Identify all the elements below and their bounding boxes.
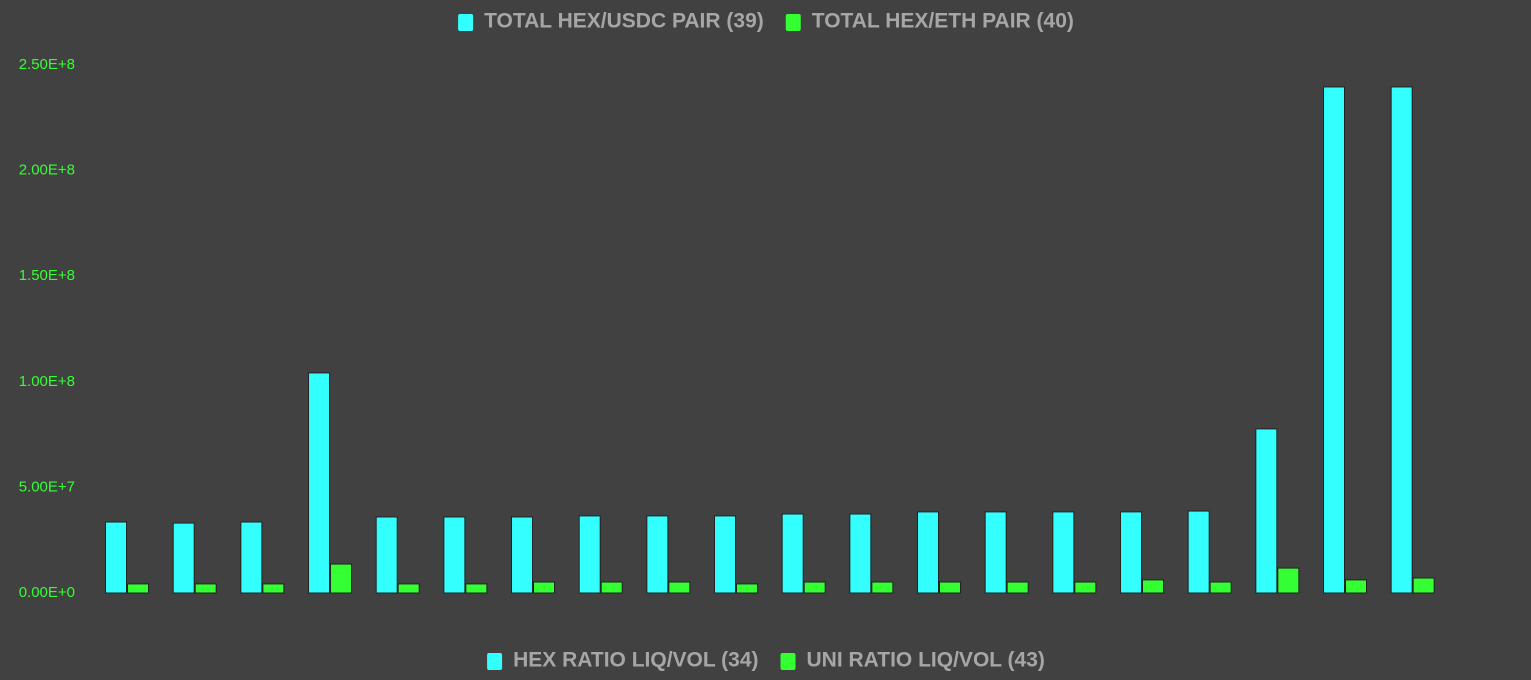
y-tick-label: 1.50E+8 xyxy=(19,267,75,284)
legend-swatch xyxy=(780,653,796,670)
y-tick-label: 2.50E+8 xyxy=(19,56,75,73)
bar xyxy=(668,581,691,594)
bar xyxy=(105,521,128,594)
bar xyxy=(172,522,195,594)
y-tick-label: 1.00E+8 xyxy=(19,373,75,390)
bar xyxy=(308,372,331,594)
bar xyxy=(262,583,285,594)
bar xyxy=(1412,577,1435,594)
legend-label: HEX RATIO LIQ/VOL (34) xyxy=(513,649,758,672)
y-tick-label: 2.00E+8 xyxy=(19,162,75,179)
bar xyxy=(443,516,466,594)
y-tick-label: 5.00E+7 xyxy=(19,478,75,495)
legend-label: TOTAL HEX/ETH PAIR (40) xyxy=(812,10,1074,33)
bar xyxy=(397,583,420,594)
bar xyxy=(849,513,872,594)
bar xyxy=(736,583,759,594)
legend-label: TOTAL HEX/USDC PAIR (39) xyxy=(484,10,764,33)
bar xyxy=(1345,579,1368,594)
bar xyxy=(1006,581,1029,594)
bar xyxy=(1142,579,1165,594)
bar xyxy=(1052,511,1075,594)
bar xyxy=(465,583,488,594)
bar xyxy=(240,521,263,594)
bar xyxy=(511,516,534,594)
bar xyxy=(375,516,398,594)
bar xyxy=(939,581,962,594)
bar xyxy=(871,581,894,594)
legend-swatch xyxy=(785,14,801,31)
bar xyxy=(781,513,804,594)
bar xyxy=(533,581,556,594)
bar xyxy=(1323,86,1346,594)
bar xyxy=(1390,86,1413,594)
legend-label: UNI RATIO LIQ/VOL (43) xyxy=(807,649,1045,672)
bar xyxy=(194,583,217,594)
legend-swatch xyxy=(487,653,503,670)
bar xyxy=(984,511,1007,594)
bar xyxy=(1120,511,1143,594)
bar xyxy=(1074,581,1097,594)
bar xyxy=(330,563,353,594)
bar xyxy=(600,581,623,594)
bar xyxy=(646,515,669,594)
bar xyxy=(1209,581,1232,594)
bar xyxy=(1277,567,1300,594)
bar xyxy=(1255,428,1278,594)
bar xyxy=(127,583,150,594)
y-tick-label: 0.00E+0 xyxy=(19,584,75,601)
bar xyxy=(714,515,737,594)
legend-swatch xyxy=(458,14,474,31)
bar xyxy=(1187,510,1210,594)
bar xyxy=(917,511,940,594)
bar xyxy=(578,515,601,594)
bar xyxy=(803,581,826,594)
